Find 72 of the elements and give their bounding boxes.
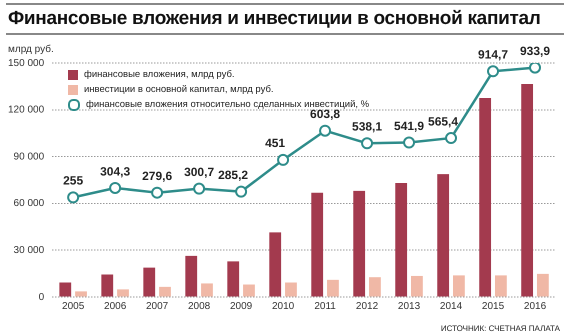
bar	[453, 275, 465, 296]
point	[109, 182, 122, 194]
x-tick-label: 2016	[524, 300, 547, 312]
x-tick-label: 2009	[230, 300, 253, 312]
bar	[243, 284, 255, 296]
x-tick-label: 2007	[146, 300, 169, 312]
point	[193, 182, 206, 195]
point	[151, 186, 164, 199]
bar	[201, 283, 213, 296]
bar	[75, 291, 87, 296]
bar	[369, 277, 381, 296]
y-axis-title: млрд руб.	[8, 44, 54, 55]
data-label: 541,9	[394, 118, 424, 133]
bar	[185, 256, 198, 296]
y-tick-label: 30 000	[14, 244, 45, 256]
x-tick-label: 2005	[62, 300, 85, 312]
data-label: 565,4	[428, 114, 458, 128]
bar	[101, 274, 114, 296]
x-tick-label: 2013	[398, 300, 421, 312]
bar	[117, 289, 129, 296]
point	[361, 137, 374, 150]
data-label: 538,1	[352, 120, 382, 134]
data-label: 300,7	[184, 164, 214, 179]
bar	[395, 182, 408, 296]
bar	[159, 286, 171, 296]
point	[277, 154, 290, 166]
data-label: 255	[63, 174, 84, 188]
data-label: 285,2	[218, 168, 248, 182]
x-tick-label: 2008	[188, 300, 211, 312]
text: ИСТОЧНИК: СЧЕТНАЯ ПАЛАТА	[440, 324, 560, 332]
bar	[311, 192, 324, 296]
legend-label: финансовые вложения, млрд руб.	[84, 68, 235, 82]
legend-label: финансовые вложения относительно сделанных инвестиций, %	[86, 98, 370, 110]
bar	[536, 274, 549, 296]
point	[487, 65, 500, 78]
point	[403, 136, 416, 149]
data-label: 914,7	[478, 48, 508, 62]
bar	[227, 261, 240, 296]
y-tick-label: 90 000	[14, 151, 45, 162]
point	[445, 132, 458, 144]
data-label: 451	[265, 136, 286, 150]
point	[529, 63, 542, 74]
legend-label: инвестиции в основной капитал, млрд руб.	[84, 83, 274, 97]
bar	[285, 282, 297, 296]
data-label: 304,3	[100, 164, 130, 178]
bar	[353, 190, 366, 296]
bar	[327, 280, 339, 296]
bar	[521, 84, 534, 296]
bar	[437, 174, 450, 296]
data-label: 279,6	[142, 169, 172, 184]
bar	[59, 282, 72, 296]
y-tick-label: 120 000	[8, 104, 45, 116]
point	[319, 124, 332, 137]
data-label: 603,8	[310, 107, 340, 122]
point	[235, 186, 248, 198]
x-tick-label: 2012	[356, 300, 379, 312]
x-tick-label: 2011	[314, 300, 336, 312]
bar	[479, 98, 492, 296]
x-tick-label: 2006	[104, 300, 127, 312]
y-tick-label: 0	[38, 292, 45, 303]
chart-title: Финансовые вложения и инвестиции в основной капитал	[6, 3, 564, 35]
bar	[411, 276, 423, 296]
x-tick-label: 2014	[440, 300, 463, 312]
x-tick-label: 2010	[272, 300, 295, 312]
y-tick-label: 150 000	[8, 58, 45, 69]
y-tick-label: 60 000	[14, 198, 45, 210]
data-label: 933,9	[520, 44, 550, 58]
point	[67, 191, 80, 204]
bar	[269, 232, 282, 296]
bar	[494, 275, 507, 296]
x-tick-label: 2015	[482, 300, 505, 312]
bar	[143, 268, 156, 296]
